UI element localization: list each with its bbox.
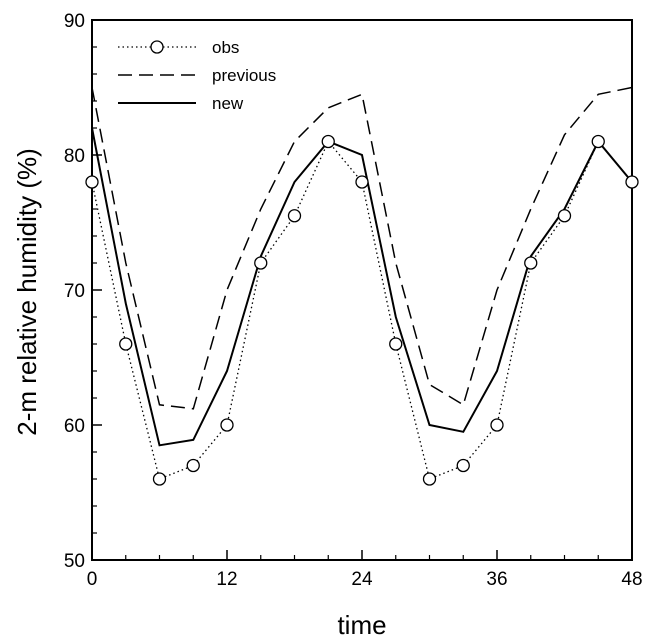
series-obs-point [321, 134, 335, 149]
legend-new-label: new [212, 94, 244, 113]
series-obs-point [119, 337, 133, 351]
series-obs-point [490, 418, 504, 432]
series-obs-point [389, 337, 403, 351]
x-tick-label: 12 [216, 569, 237, 590]
y-tick-label: 80 [64, 146, 85, 167]
y-tick-label: 70 [64, 281, 85, 302]
series-obs-point [287, 209, 302, 223]
series-obs-line [91, 140, 633, 480]
axes-layer: 0 12 24 36 48 50 60 70 80 90 [64, 11, 643, 590]
y-tick-label: 60 [64, 416, 85, 437]
series-obs-point [557, 209, 572, 223]
series-obs-point [85, 175, 99, 189]
legend-obs-marker [150, 40, 164, 54]
legend-previous-label: previous [212, 66, 276, 85]
legend-obs-label: obs [212, 38, 239, 57]
series-obs-point [591, 134, 605, 149]
x-tick-label: 0 [87, 569, 98, 590]
series-new-line [91, 127, 633, 447]
y-tick-label: 50 [64, 551, 85, 572]
x-tick-label: 48 [621, 569, 642, 590]
series-obs-point [186, 458, 200, 473]
plot-frame [91, 19, 633, 561]
x-tick-label: 36 [486, 569, 507, 590]
series-obs-point [456, 458, 470, 473]
x-tick-label: 24 [351, 569, 373, 590]
y-axis-title: 2-m relative humidity (%) [12, 148, 42, 436]
series-layer [85, 86, 639, 486]
series-obs-point [422, 472, 437, 486]
series-obs-point [254, 256, 268, 270]
series-previous-line [91, 86, 633, 410]
legend: obs previous new [118, 38, 276, 113]
x-axis-title: time [337, 610, 386, 640]
series-obs-point [625, 175, 639, 189]
y-tick-label: 90 [64, 11, 85, 32]
series-obs-point [220, 418, 234, 432]
series-obs-point [152, 472, 167, 486]
series-obs-point [355, 175, 369, 189]
series-obs-point [524, 256, 538, 270]
